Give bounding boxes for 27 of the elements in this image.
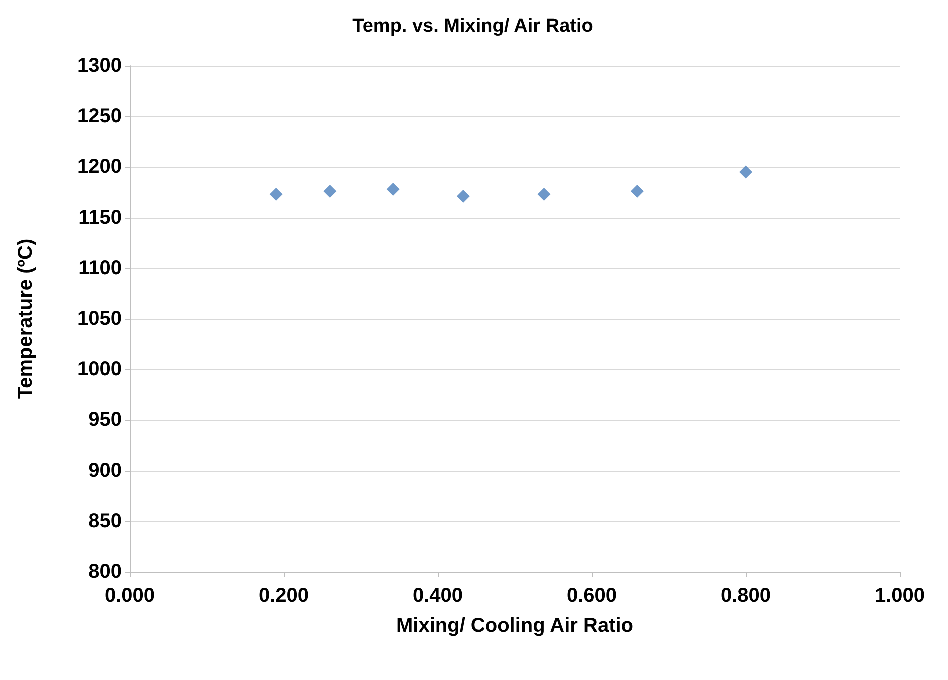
y-tick-label: 1100 — [78, 257, 122, 280]
point — [270, 188, 283, 202]
x-tick-label: 0.200 — [258, 585, 310, 607]
x-tick-label: 0.600 — [566, 585, 618, 607]
x-tick-label: 0.000 — [104, 585, 156, 607]
x-axis-title: Mixing/ Cooling Air Ratio — [396, 615, 634, 637]
point — [324, 184, 337, 198]
point — [538, 188, 551, 202]
y-tick-label: 1000 — [78, 358, 122, 381]
point — [456, 190, 470, 204]
x-tick-label: 0.800 — [720, 585, 772, 607]
chart-title: Temp. vs. Mixing/ Air Ratio — [352, 16, 594, 37]
y-tick-label: 850 — [88, 510, 122, 532]
y-axis-title: Temperature (ºC) — [15, 238, 37, 400]
x-tick-label: 1.000 — [874, 585, 926, 607]
y-tick-label: 1250 — [78, 106, 122, 128]
y-tick-label: 1200 — [78, 156, 122, 178]
point — [740, 166, 752, 179]
y-tick-label: 800 — [88, 561, 122, 583]
y-tick-label: 950 — [88, 409, 122, 432]
y-tick-label: 1300 — [78, 55, 122, 77]
y-tick-label: 900 — [88, 460, 122, 482]
y-tick-label: 1150 — [78, 206, 122, 229]
x-tick-label: 0.400 — [412, 585, 464, 607]
point — [630, 184, 644, 198]
point — [386, 182, 400, 196]
y-tick-label: 1050 — [78, 308, 122, 330]
